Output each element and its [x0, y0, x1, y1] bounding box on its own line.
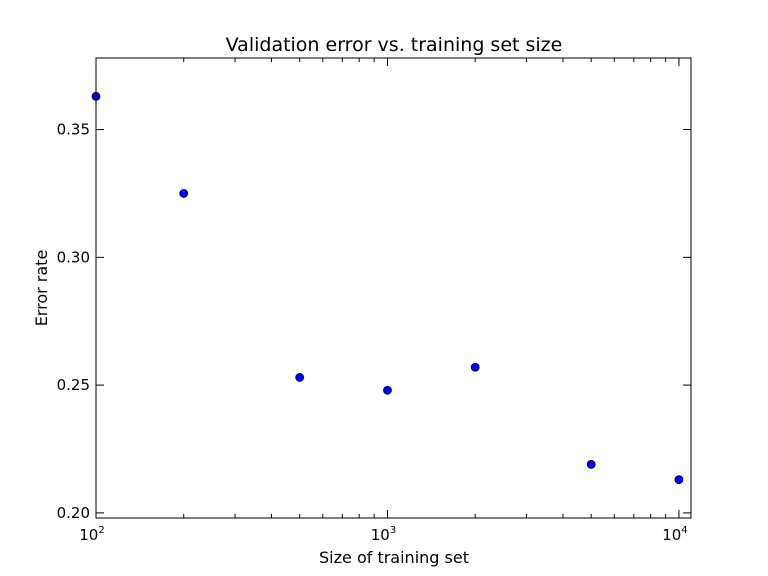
y-tick-label: 0.35 — [57, 121, 90, 139]
y-tick-label: 0.20 — [57, 504, 90, 522]
x-tick-label: 102 — [79, 525, 104, 544]
x-axis-label: Size of training set — [319, 548, 469, 567]
x-tick-exponent: 2 — [98, 525, 104, 536]
data-points — [91, 91, 684, 485]
data-point — [674, 475, 684, 485]
chart-title: Validation error vs. training set size — [226, 34, 563, 56]
data-point — [383, 385, 392, 395]
data-point — [295, 373, 305, 382]
x-tick-base: 10 — [79, 526, 98, 544]
x-tick-base: 10 — [371, 526, 390, 544]
y-axis-label: Error rate — [32, 250, 51, 327]
x-tick-base: 10 — [662, 526, 681, 544]
plot-frame — [95, 57, 692, 519]
data-point — [586, 459, 596, 469]
data-point — [470, 362, 480, 372]
plot-area — [96, 58, 691, 518]
x-tick-label: 103 — [371, 525, 396, 544]
y-tick-label: 0.30 — [57, 248, 90, 266]
x-tick-label: 104 — [662, 525, 687, 544]
x-tick-exponent: 3 — [390, 525, 396, 536]
x-tick-exponent: 4 — [681, 525, 687, 536]
y-tick-label: 0.25 — [57, 376, 90, 394]
data-point — [179, 189, 189, 198]
